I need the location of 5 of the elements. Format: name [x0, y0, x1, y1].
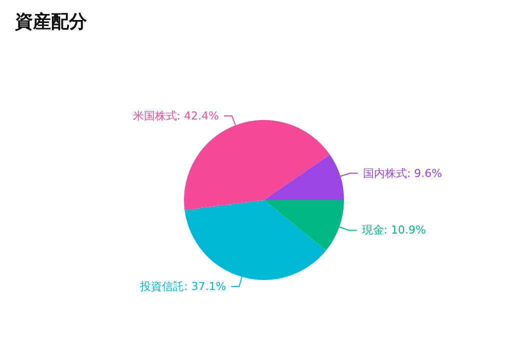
slice-label: 現金: 10.9% [362, 224, 426, 237]
slice-label: 米国株式: 42.4% [132, 109, 219, 122]
chart-title: 資産配分 [14, 12, 88, 32]
slice-label: 国内株式: 9.6% [362, 166, 442, 180]
slice-label: 投資信託: 37.1% [139, 280, 226, 294]
